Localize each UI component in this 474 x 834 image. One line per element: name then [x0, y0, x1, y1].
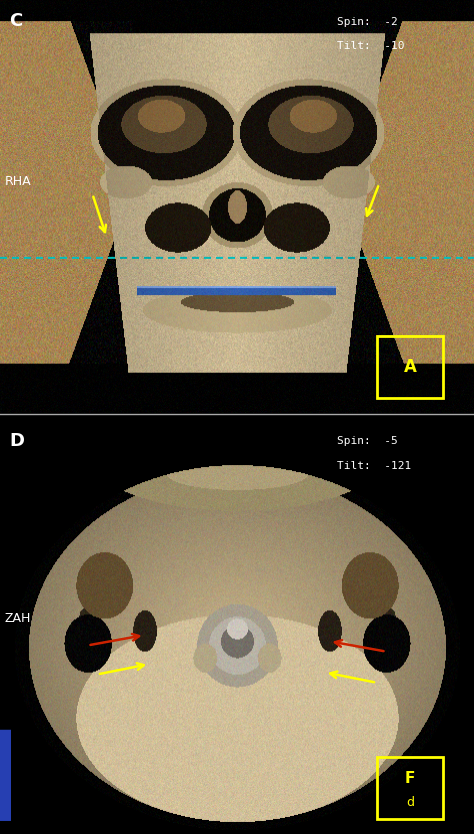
Text: Tilt:  -10: Tilt: -10 — [337, 42, 404, 51]
Text: F: F — [405, 771, 415, 786]
Text: C: C — [9, 13, 23, 30]
Text: D: D — [9, 432, 25, 450]
Text: Spin:  -5: Spin: -5 — [337, 436, 397, 446]
Text: Spin:  -2: Spin: -2 — [337, 17, 397, 27]
Text: RHA: RHA — [5, 175, 31, 188]
Text: A: A — [403, 359, 417, 376]
Text: d: d — [406, 796, 414, 810]
Text: ZAH: ZAH — [5, 612, 31, 625]
Text: Tilt:  -121: Tilt: -121 — [337, 461, 411, 471]
